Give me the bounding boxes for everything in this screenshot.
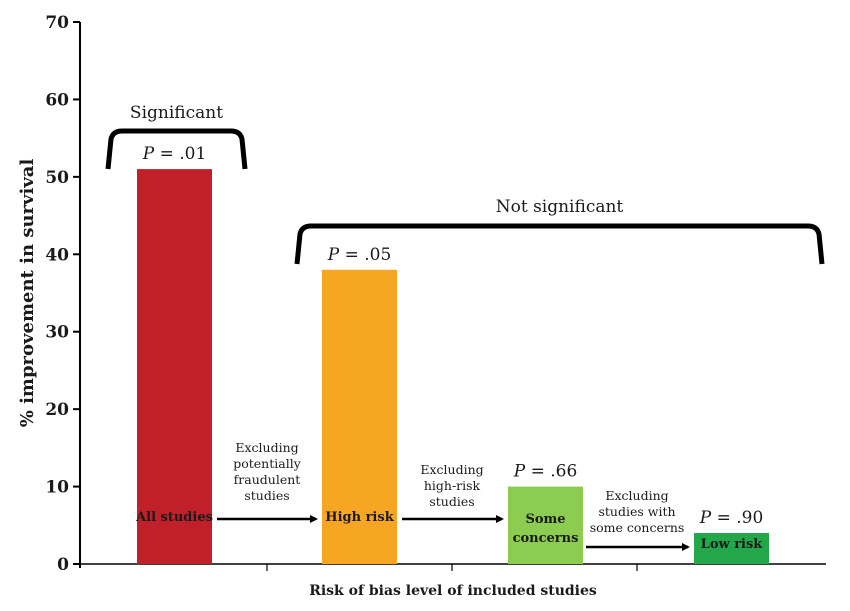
- group-label: Not significant: [496, 197, 624, 217]
- p-value-label: P = .05: [327, 245, 392, 265]
- y-tick-label: 30: [45, 323, 69, 343]
- transition-label: Excluding: [605, 488, 668, 503]
- y-tick-label: 10: [45, 478, 69, 498]
- y-tick-label: 20: [45, 400, 69, 420]
- p-value-label: P = .90: [699, 508, 764, 528]
- group-bracket: [105, 128, 248, 170]
- bar: [694, 533, 769, 564]
- bar-label: Low risk: [701, 537, 764, 552]
- bar: [137, 169, 212, 564]
- x-axis-label: Risk of bias level of included studies: [309, 583, 597, 599]
- transition-label: potentially: [233, 456, 301, 471]
- y-tick-label: 60: [45, 90, 69, 110]
- transition-label: some concerns: [590, 520, 685, 535]
- y-axis-label: % improvement in survival: [17, 159, 38, 428]
- transition-label: fraudulent: [234, 472, 301, 487]
- bar: [508, 486, 583, 564]
- bar-label: Some: [525, 512, 565, 527]
- transition-label: high-risk: [424, 478, 481, 493]
- group-label: Significant: [130, 103, 223, 123]
- transition-label: Excluding: [235, 440, 298, 455]
- transition-label: studies with: [598, 504, 675, 519]
- p-value-label: P = .01: [142, 144, 207, 164]
- p-value-label: P = .66: [513, 462, 578, 482]
- y-tick-label: 40: [45, 245, 69, 265]
- transition-label: studies: [244, 488, 289, 503]
- bar-label: concerns: [513, 531, 579, 546]
- group-bracket: [294, 223, 825, 265]
- transition-label: Excluding: [420, 462, 483, 477]
- y-tick-label: 0: [57, 555, 69, 575]
- y-tick-label: 70: [45, 13, 69, 33]
- bar: [322, 269, 397, 564]
- y-tick-label: 50: [45, 168, 69, 188]
- bar-label: All studies: [135, 510, 213, 525]
- bar-label: High risk: [325, 510, 394, 525]
- transition-label: studies: [429, 494, 474, 509]
